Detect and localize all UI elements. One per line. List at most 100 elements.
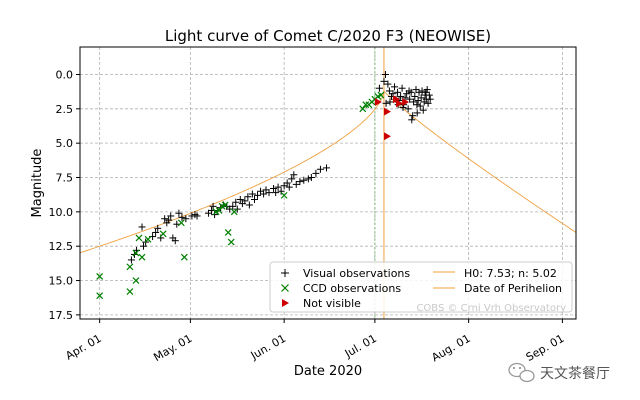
ccd-observation-point [362, 101, 370, 109]
visual-observation-point [416, 102, 424, 110]
ccd-observation-point [359, 105, 367, 113]
y-tick-label: 12.5 [49, 240, 74, 253]
y-tick-label: 5.0 [56, 137, 74, 150]
wechat-logo-icon [508, 362, 535, 383]
model-curve-post-perihelion [383, 90, 577, 233]
visual-observation-point [296, 178, 304, 186]
visual-observation-point [292, 180, 300, 188]
legend: Visual observations CCD observations Not… [269, 261, 573, 313]
x-axis-label: Date 2020 [294, 364, 362, 379]
legend-label-ccd: CCD observations [303, 282, 401, 295]
visual-observation-point [375, 84, 383, 92]
visual-observation-point [274, 183, 282, 191]
ccd-observation-point [377, 91, 385, 99]
ccd-observation-point [132, 277, 140, 284]
visual-observation-point [272, 189, 280, 197]
visual-observation-point [154, 224, 162, 232]
visual-observation-point [411, 92, 419, 100]
visual-observation-point [415, 88, 423, 96]
visual-observation-point [152, 228, 160, 236]
visual-observation-point [424, 99, 432, 107]
visual-observation-point [211, 211, 219, 219]
ccd-observation-point [96, 272, 104, 280]
visual-observation-point [417, 94, 425, 102]
ccd-observation-point [159, 230, 167, 238]
visual-observation-point [270, 184, 278, 192]
visual-observation-point [245, 201, 253, 209]
visual-observation-point [244, 193, 252, 201]
y-tick-label: 15.0 [49, 275, 74, 288]
ccd-observation-point [126, 288, 134, 295]
legend-marker-notvisible [282, 299, 289, 307]
visual-observation-point [171, 237, 179, 245]
model-curve-pre-perihelion [79, 90, 385, 254]
not-visible-point [383, 132, 391, 141]
visual-observation-point [182, 215, 190, 223]
visual-observation-point [422, 88, 430, 96]
visual-observation-point [426, 95, 434, 103]
visual-observation-point [404, 105, 412, 113]
ccd-observation-point [126, 263, 134, 271]
visual-observation-point [285, 183, 293, 191]
visual-observation-point [260, 190, 268, 198]
visual-observation-point [127, 256, 135, 264]
visual-observation-point [380, 77, 388, 85]
visual-observation-point [209, 202, 217, 210]
legend-label-perihelion: Date of Perihelion [464, 282, 562, 295]
visual-observation-point [316, 165, 324, 173]
visual-observation-point [283, 179, 291, 187]
ccd-observation-point [144, 235, 152, 243]
ccd-observation-point [224, 229, 232, 236]
visual-observation-point [409, 112, 417, 120]
visual-observation-point [385, 87, 393, 95]
visual-observation-point [413, 101, 421, 109]
not-visible-point [383, 107, 391, 116]
ccd-observation-point [227, 238, 235, 246]
visual-observation-point [229, 202, 237, 210]
visual-observation-point [389, 90, 397, 98]
y-axis-label: Magnitude [30, 149, 45, 218]
chart-credit-watermark: COBS © Crni Vrh Observatory [416, 303, 566, 314]
visual-observation-point [398, 84, 406, 92]
visual-observation-point [386, 98, 394, 106]
visual-observation-point [248, 190, 256, 198]
visual-observation-point [419, 106, 427, 114]
ccd-observation-point [221, 201, 229, 209]
ccd-observation-point [177, 219, 185, 227]
legend-label-model: H0: 7.53; n: 5.02 [464, 267, 557, 280]
visual-observation-point [381, 70, 389, 78]
visual-observation-point [265, 189, 273, 197]
y-axis-ticks: 0.0 2.5 5.0 7.5 10.0 12.5 15.0 17.5 [49, 68, 80, 322]
visual-observation-point [254, 191, 262, 199]
legend-marker-visual [281, 269, 289, 277]
visual-observation-point [175, 209, 183, 217]
not-visible-point [393, 95, 401, 104]
y-tick-label: 2.5 [56, 103, 74, 116]
visual-observation-point [290, 171, 298, 179]
visual-observation-point [307, 174, 315, 182]
visual-observation-point [304, 175, 312, 183]
visual-observation-point [165, 216, 173, 224]
legend-label-notvisible: Not visible [303, 297, 361, 310]
ccd-observation-point [280, 191, 288, 199]
y-tick-label: 7.5 [56, 172, 74, 185]
visual-observation-point [232, 198, 240, 206]
y-tick-label: 10.0 [49, 206, 74, 219]
visual-observation-point [391, 83, 399, 91]
visual-observation-point [288, 175, 296, 183]
visual-observation-point [140, 242, 148, 250]
y-tick-label: 0.0 [56, 68, 74, 81]
visual-observation-point [408, 116, 416, 124]
ccd-observation-point [230, 208, 238, 216]
plot-frame [79, 46, 577, 320]
not-visible-point [374, 97, 382, 106]
legend-box [269, 261, 573, 313]
legend-marker-ccd [281, 284, 289, 292]
y-tick-label: 17.5 [49, 309, 74, 322]
visual-observation-point [397, 92, 405, 100]
visual-observation-point [322, 164, 330, 172]
ccd-observation-point [138, 253, 146, 261]
visual-observation-point [138, 223, 146, 231]
